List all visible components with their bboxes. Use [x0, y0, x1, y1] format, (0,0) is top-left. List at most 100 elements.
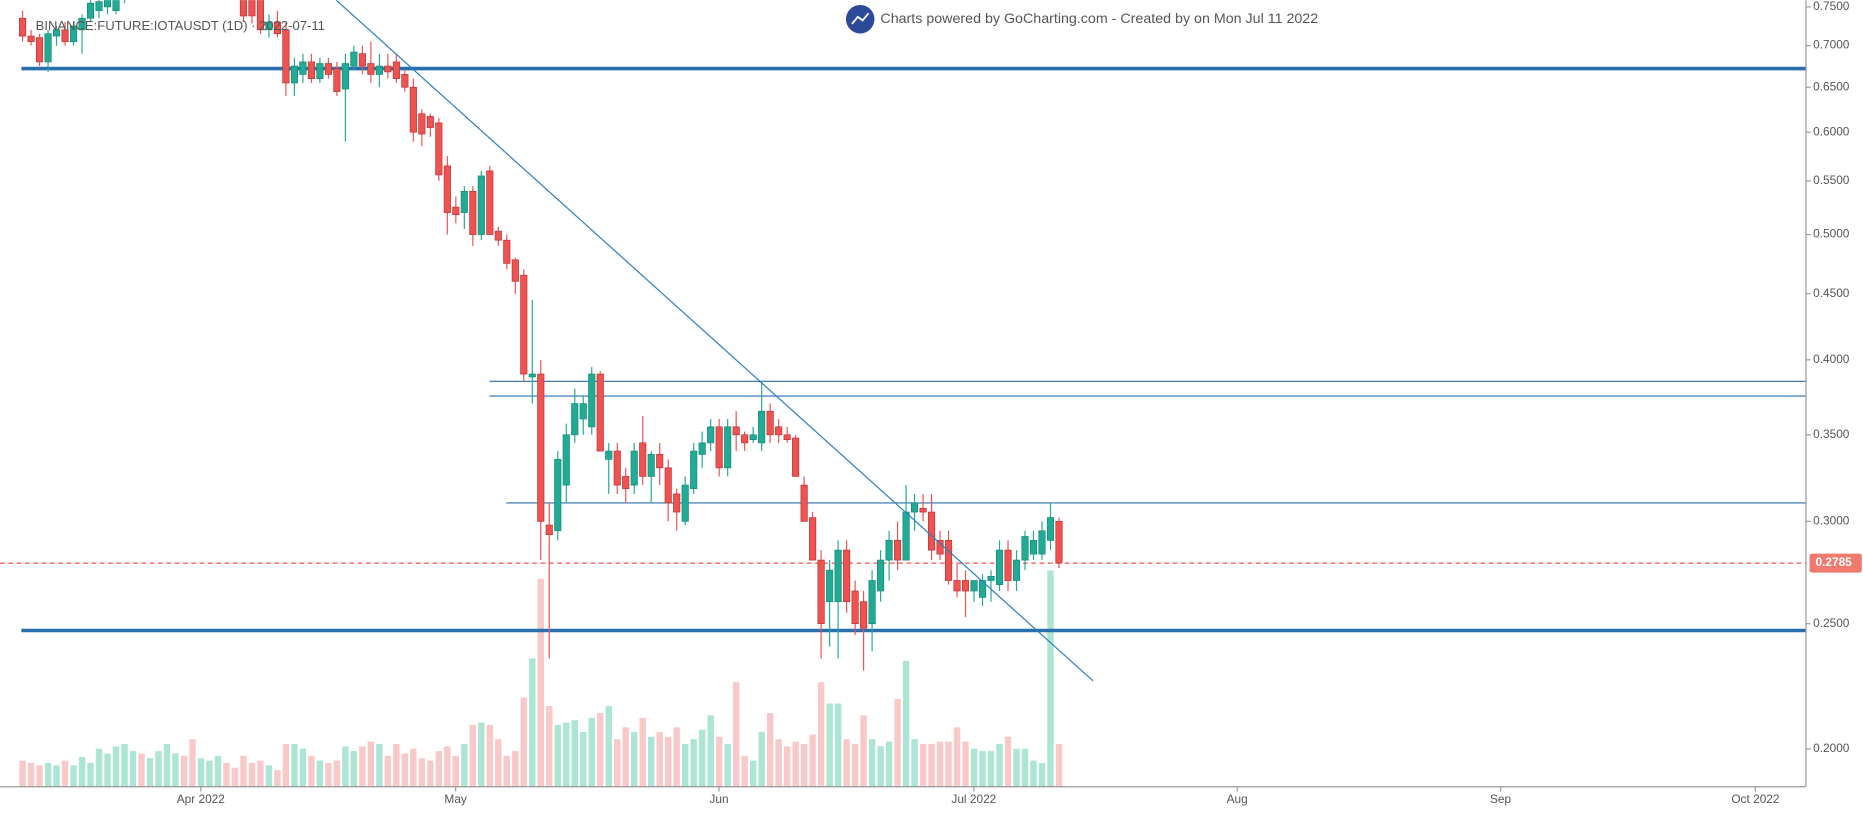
candle-body — [885, 540, 893, 561]
candle-body — [588, 373, 596, 428]
candle-body — [1021, 536, 1029, 561]
volume-bar — [87, 762, 94, 787]
candle-body — [554, 459, 562, 532]
candle-body — [460, 190, 468, 213]
volume-bar — [911, 739, 918, 787]
candle-body — [1012, 559, 1021, 581]
candle-body — [775, 426, 783, 436]
volume-bar — [732, 682, 740, 787]
axes: 0.2000 0.2500 0.3000 0.3500 0.4000 0.4500 0.50… — [177, 0, 1862, 806]
candle-body — [843, 549, 851, 603]
candle-body — [341, 63, 349, 90]
header: Charts powered by GoCharting.com - Creat… — [880, 11, 1318, 27]
candle-body — [579, 403, 587, 420]
volume-bar — [452, 755, 460, 787]
candle-body — [953, 580, 961, 592]
volume-bar — [885, 741, 893, 787]
candle-body — [562, 434, 570, 486]
volume-bar — [333, 760, 341, 787]
x-tick-label: Aug — [1227, 792, 1248, 806]
volume-bar — [223, 762, 230, 787]
volume-bar — [342, 746, 349, 787]
volume-bar — [461, 743, 468, 787]
volume-bar — [783, 746, 791, 787]
volume-bar — [639, 717, 646, 787]
x-tick-label: Sep — [1490, 792, 1512, 806]
candle-body — [112, 0, 120, 11]
y-tick-label: 0.2500 — [1813, 616, 1850, 630]
candle-body — [273, 21, 281, 35]
volume-bar — [970, 748, 978, 787]
y-tick-label: 0.6000 — [1813, 124, 1850, 138]
x-tick-label: Oct 2022 — [1731, 792, 1779, 806]
volume-bar — [554, 724, 561, 787]
volume-bar — [537, 578, 544, 787]
candle-body — [494, 230, 502, 241]
candle-body — [86, 2, 95, 19]
volume-bar — [512, 751, 519, 787]
candle-body — [307, 61, 315, 80]
volume-bar — [631, 732, 638, 787]
y-tick-label: 0.5000 — [1813, 227, 1850, 241]
volume-bar — [435, 751, 443, 787]
volume-bar — [597, 713, 604, 787]
candle-body — [316, 63, 324, 80]
volume-bar — [546, 705, 553, 787]
volume-bar — [172, 753, 179, 787]
candle-body — [426, 116, 434, 128]
candle-body — [409, 86, 417, 133]
y-tick-label: 0.6500 — [1813, 79, 1850, 93]
candle-body — [452, 206, 460, 216]
volume-bar — [61, 760, 69, 787]
candle-body — [978, 580, 987, 598]
volume-bar — [605, 705, 612, 787]
volume-bar — [775, 739, 782, 787]
candle-body — [248, 0, 256, 17]
volume-bar — [129, 751, 137, 787]
volume-bar — [376, 743, 383, 787]
volume-bar — [367, 741, 375, 787]
volume-bar — [19, 760, 26, 787]
volume-bar — [282, 743, 290, 787]
volume-bar — [257, 760, 264, 787]
volume-bar — [146, 758, 154, 787]
candle-body — [61, 29, 69, 42]
volume-bar — [851, 743, 859, 787]
volume-bar — [834, 703, 842, 787]
volume-bar — [622, 727, 629, 787]
volume-bar — [418, 758, 426, 787]
candle-body — [860, 601, 868, 629]
candle-body — [103, 0, 112, 8]
volume-bar — [384, 755, 392, 787]
candle-body — [239, 0, 248, 17]
candle-body — [673, 493, 681, 513]
y-tick-label: 0.5500 — [1813, 173, 1850, 187]
candle-body — [520, 274, 528, 375]
candle-body — [851, 590, 859, 625]
volume-bar — [95, 748, 103, 787]
candle-body — [690, 450, 698, 489]
volume-bar — [231, 767, 239, 787]
volume-bar — [741, 755, 748, 787]
candle-body — [1038, 530, 1046, 555]
last-price-label: 0.2785 — [1815, 555, 1852, 569]
candle-body — [350, 51, 358, 67]
volume-bar — [724, 743, 731, 787]
candle-body — [537, 373, 545, 522]
candle-body — [392, 61, 400, 80]
volume-bar — [962, 741, 969, 787]
candle-body — [528, 373, 536, 378]
volume-bar — [265, 765, 273, 787]
candle-body — [834, 549, 842, 603]
candle-body — [443, 165, 451, 213]
candle-body — [630, 450, 638, 486]
candle-body — [622, 476, 630, 489]
x-tick-label: Jun — [709, 792, 728, 806]
volume-bar — [469, 724, 477, 787]
candle-body — [418, 113, 426, 135]
candle-body — [299, 61, 307, 75]
volume-bar — [665, 736, 672, 787]
